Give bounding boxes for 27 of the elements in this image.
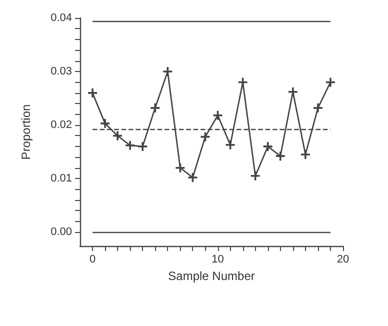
y-tick-label: 0.04 [50,12,72,24]
y-tick-label: 0.00 [50,226,72,238]
point [250,171,260,180]
point [326,78,335,87]
y-tick-label: 0.01 [50,172,72,185]
point [126,140,135,150]
y-axis-title: Proportion [19,104,33,160]
point [300,150,310,159]
point [100,118,110,128]
point [188,172,198,182]
point [88,88,98,98]
point [213,110,222,120]
x-tick-label: 0 [89,254,96,266]
y-tick-label: 0.03 [50,66,72,78]
point [176,163,185,172]
point [276,152,285,161]
x-tick-label: 20 [336,254,350,266]
y-tick-label: 0.02 [50,119,72,132]
point [150,103,160,112]
point [263,142,272,151]
x-axis-title: Sample Number [168,269,255,283]
x-tick-label: 10 [212,254,224,266]
point [288,87,298,96]
point [113,131,122,140]
point [313,103,322,112]
point [163,67,172,76]
point [138,142,148,151]
